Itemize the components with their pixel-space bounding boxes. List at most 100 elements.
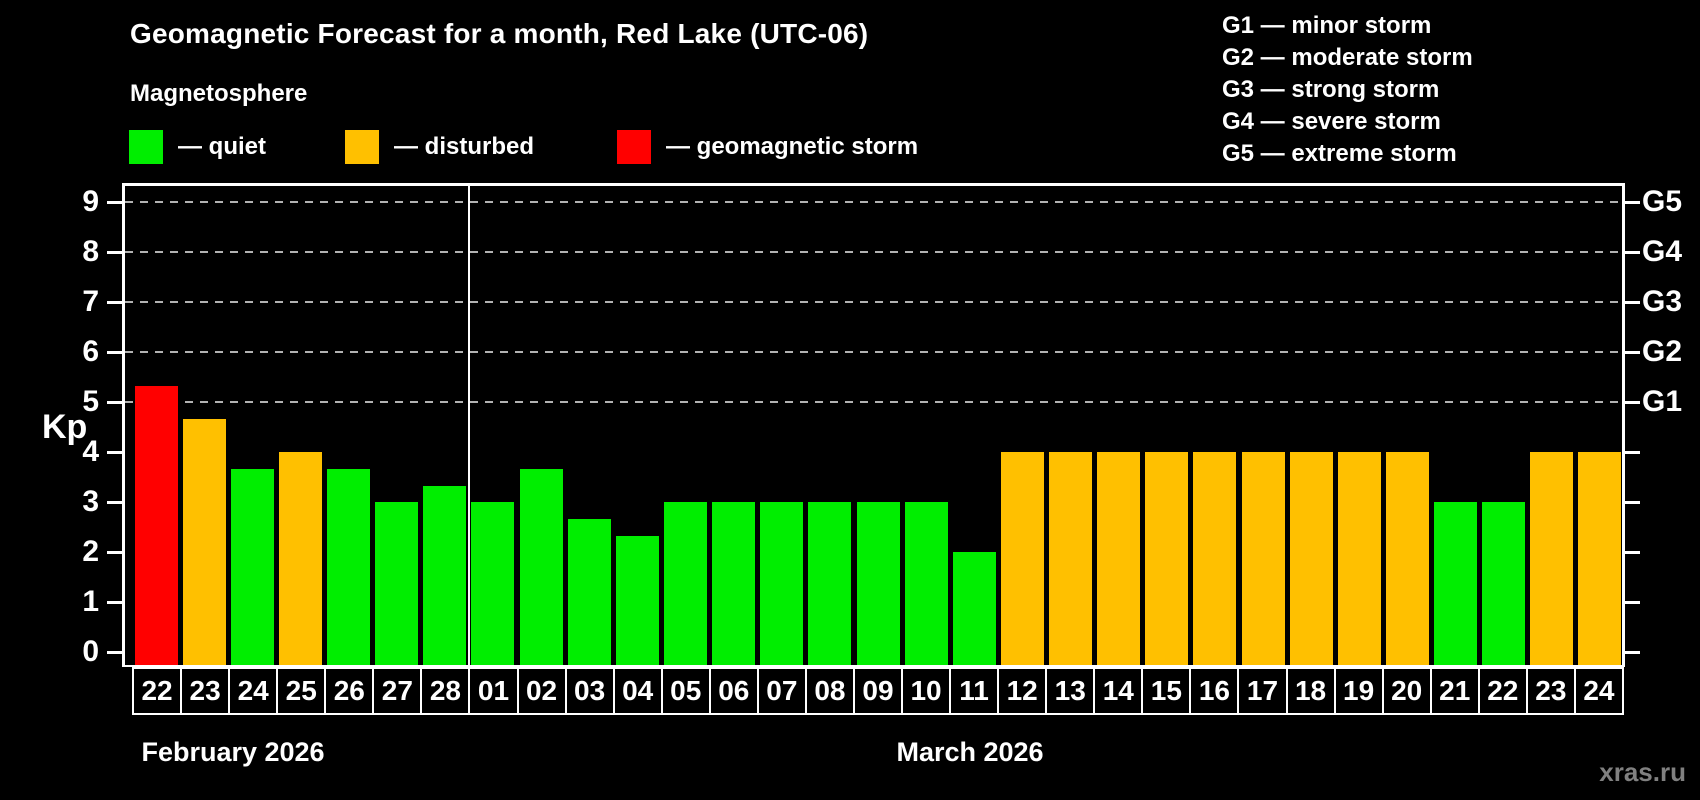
g-scale-axis-label: G1 [1642, 385, 1683, 418]
date-cell: 24 [230, 667, 279, 715]
kp-bar [760, 502, 804, 665]
kp-bar [904, 502, 948, 665]
y-axis-tick [107, 500, 122, 504]
y-axis-tick [107, 650, 122, 654]
date-cell: 05 [662, 667, 711, 715]
date-cell: 26 [326, 667, 375, 715]
right-axis-tick [1625, 200, 1640, 204]
kp-bar [230, 468, 274, 665]
date-cell: 13 [1047, 667, 1096, 715]
kp-bar [856, 502, 900, 665]
plot-area: 0 1 2 3 4 5 6 7 8 9 G1 G2 G3 G4 G5 [82, 183, 1682, 668]
kp-bar [1049, 452, 1093, 665]
kp-bar [375, 502, 419, 665]
date-cell: 27 [374, 667, 423, 715]
month-label-march: March 2026 [896, 737, 1044, 767]
magnetosphere-subtitle: Magnetosphere [130, 80, 308, 107]
kp-status-legend: — quiet — disturbed — geomagnetic storm [129, 130, 1029, 166]
kp-bar [182, 418, 226, 665]
date-cell: 22 [132, 667, 183, 715]
month-separator-line [467, 186, 470, 665]
y-axis-tick [107, 350, 122, 354]
date-cell: 23 [1527, 667, 1576, 715]
y-axis-tick [107, 550, 122, 554]
watermark-xras: xras.ru [1599, 757, 1686, 787]
date-cell: 14 [1095, 667, 1144, 715]
kp-bar [471, 502, 515, 665]
date-cell: 25 [278, 667, 327, 715]
date-cell: 15 [1143, 667, 1192, 715]
kp-bar [567, 518, 611, 665]
date-cell: 02 [518, 667, 567, 715]
y-axis-tick [107, 600, 122, 604]
legend-item-storm: — geomagnetic storm [617, 130, 918, 164]
y-axis-tick [107, 200, 122, 204]
date-cell: 23 [182, 667, 231, 715]
kp-bar [712, 502, 756, 665]
right-axis-tick [1625, 300, 1640, 304]
right-axis-tick [1625, 350, 1640, 354]
y-axis-tick-label: 9 [82, 185, 99, 218]
date-cell: 06 [710, 667, 759, 715]
kp-bar [1434, 502, 1478, 665]
kp-bar [1289, 452, 1333, 665]
legend-item-label: — disturbed [394, 133, 535, 160]
g-scale-axis-label: G3 [1642, 285, 1683, 318]
date-cell: 03 [566, 667, 615, 715]
y-axis-tick [107, 400, 122, 404]
g-scale-line: G2 — moderate storm [1222, 44, 1473, 71]
gridline-kp9 [125, 201, 1622, 203]
gridline-kp6 [125, 351, 1622, 353]
right-axis-tick [1625, 600, 1640, 604]
y-axis-tick-label: 4 [82, 435, 99, 468]
g-scale-line: G1 — minor storm [1222, 12, 1432, 39]
month-label-february: February 2026 [141, 737, 325, 767]
y-axis-label-kp: Kp [42, 408, 88, 446]
y-axis-tick-label: 0 [82, 635, 99, 668]
quiet-color-swatch [129, 130, 163, 164]
disturbed-color-swatch [345, 130, 379, 164]
kp-bar [808, 502, 852, 665]
date-cell: 17 [1239, 667, 1288, 715]
right-axis-tick [1625, 550, 1640, 554]
storm-color-swatch [617, 130, 651, 164]
legend-item-label: — geomagnetic storm [666, 133, 919, 160]
kp-bar [1241, 452, 1285, 665]
date-cell: 04 [614, 667, 663, 715]
gridline-kp7 [125, 301, 1622, 303]
kp-bar [134, 385, 178, 665]
kp-bar [1000, 452, 1044, 665]
kp-bar [1530, 452, 1574, 665]
date-cell: 01 [470, 667, 519, 715]
date-cell: 16 [1191, 667, 1240, 715]
date-cell: 07 [758, 667, 807, 715]
kp-bar [1145, 452, 1189, 665]
y-axis-tick-label: 6 [82, 335, 99, 368]
kp-bar [615, 535, 659, 665]
g-scale-axis-label: G2 [1642, 335, 1683, 368]
g-scale-line: G3 — strong storm [1222, 76, 1440, 103]
kp-bar [663, 502, 707, 665]
g-scale-axis-label: G4 [1642, 235, 1683, 268]
date-cell: 28 [422, 667, 471, 715]
y-axis-tick-label: 7 [82, 285, 99, 318]
date-cell: 18 [1287, 667, 1336, 715]
kp-bar [1193, 452, 1237, 665]
g-scale-line: G4 — severe storm [1222, 108, 1441, 135]
y-axis-tick-label: 1 [82, 585, 99, 618]
legend-item-disturbed: — disturbed [345, 130, 534, 164]
chart-title: Geomagnetic Forecast for a month, Red La… [130, 18, 869, 49]
y-axis-tick [107, 300, 122, 304]
g-scale-axis-label: G5 [1642, 185, 1683, 218]
date-cell: 10 [903, 667, 952, 715]
gridline-kp8 [125, 251, 1622, 253]
g-storm-scale-legend: G1 — minor storm G2 — moderate storm G3 … [1222, 10, 1473, 170]
kp-bar [519, 468, 563, 665]
y-axis-tick-label: 5 [82, 385, 99, 418]
y-axis-tick-label: 3 [82, 485, 99, 518]
right-axis-tick [1625, 400, 1640, 404]
kp-bar [1097, 452, 1141, 665]
kp-bar [1578, 452, 1622, 665]
y-axis-tick-label: 2 [82, 535, 99, 568]
